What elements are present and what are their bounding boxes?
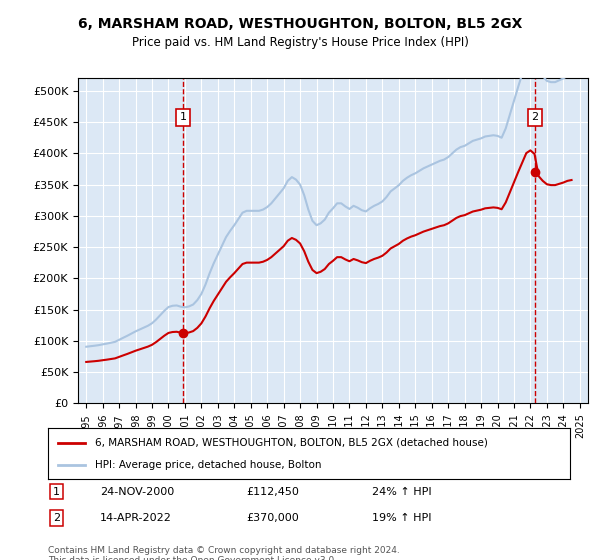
- Text: 24-NOV-2000: 24-NOV-2000: [100, 487, 175, 497]
- Text: 6, MARSHAM ROAD, WESTHOUGHTON, BOLTON, BL5 2GX (detached house): 6, MARSHAM ROAD, WESTHOUGHTON, BOLTON, B…: [95, 437, 488, 447]
- Text: 24% ↑ HPI: 24% ↑ HPI: [371, 487, 431, 497]
- Text: 14-APR-2022: 14-APR-2022: [100, 513, 172, 523]
- Text: £112,450: £112,450: [247, 487, 299, 497]
- Text: 2: 2: [53, 513, 61, 523]
- Text: Contains HM Land Registry data © Crown copyright and database right 2024.
This d: Contains HM Land Registry data © Crown c…: [48, 546, 400, 560]
- Text: 1: 1: [180, 113, 187, 123]
- Text: 2: 2: [532, 113, 539, 123]
- Text: Price paid vs. HM Land Registry's House Price Index (HPI): Price paid vs. HM Land Registry's House …: [131, 36, 469, 49]
- Text: HPI: Average price, detached house, Bolton: HPI: Average price, detached house, Bolt…: [95, 460, 322, 470]
- Text: 6, MARSHAM ROAD, WESTHOUGHTON, BOLTON, BL5 2GX: 6, MARSHAM ROAD, WESTHOUGHTON, BOLTON, B…: [78, 17, 522, 31]
- Text: £370,000: £370,000: [247, 513, 299, 523]
- Text: 1: 1: [53, 487, 60, 497]
- Text: 19% ↑ HPI: 19% ↑ HPI: [371, 513, 431, 523]
